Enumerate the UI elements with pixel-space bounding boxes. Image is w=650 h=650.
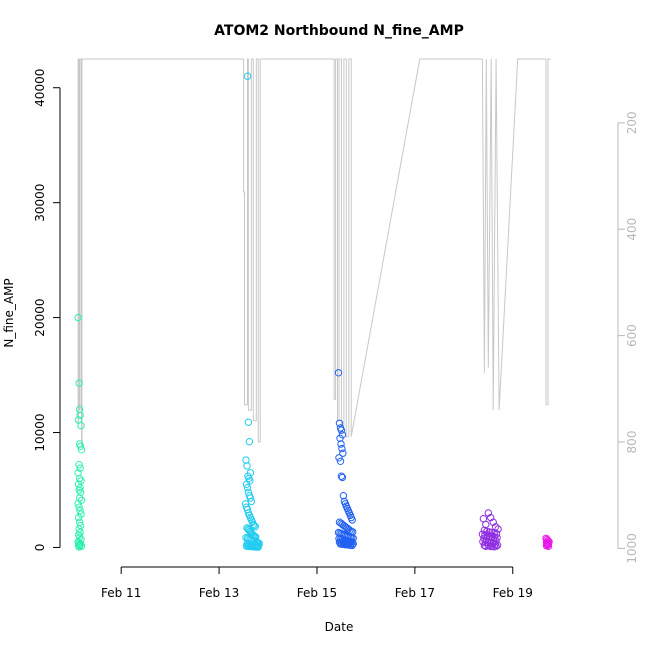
depth-line-layer: [77, 58, 551, 448]
scatter-point: [243, 72, 252, 80]
y-right-tick-label: 1000: [625, 533, 639, 564]
axes-layer: Feb 11 Feb 13 Feb 15 Feb 17 Feb 19 0 10000 2000…: [33, 69, 639, 600]
scatter-point: [76, 411, 84, 419]
y-tick-label: 30000: [33, 184, 47, 222]
scatter-point: [490, 543, 498, 551]
x-tick-label: Feb 17: [395, 586, 435, 600]
scatter-point: [251, 523, 260, 531]
scatter-point: [242, 480, 251, 488]
scatter-point: [243, 484, 252, 492]
scatter-point: [243, 462, 251, 470]
scatter-point: [74, 513, 83, 522]
scatter-point: [489, 518, 497, 526]
scatter-point: [74, 313, 82, 322]
scatter-point: [482, 542, 490, 550]
scatter-point: [76, 488, 85, 496]
scatter-point: [544, 542, 553, 550]
scatter-point: [75, 543, 83, 551]
scatter-point: [75, 518, 84, 526]
scatter-point: [493, 541, 502, 549]
scatter-point: [75, 525, 83, 533]
scatter-point: [337, 426, 346, 434]
y-right-tick-label: 400: [625, 218, 639, 241]
scatter-point: [75, 405, 84, 414]
scatter-point: [348, 541, 356, 550]
y-tick-label: 40000: [33, 69, 47, 107]
scatter-point: [75, 503, 83, 511]
y-tick-label: 20000: [33, 299, 47, 337]
y-right-tick-label: 200: [625, 111, 639, 134]
scatter-point: [75, 461, 83, 469]
scatter-point: [76, 464, 84, 472]
scatter-point: [254, 543, 262, 551]
x-tick-label: Feb 13: [199, 586, 239, 600]
y-axis-label: N_fine_AMP: [2, 278, 16, 347]
scatter-point: [337, 472, 346, 480]
chart-title: ATOM2 Northbound N_fine_AMP: [214, 23, 464, 39]
scatter-point: [76, 521, 85, 530]
scatter-point: [77, 446, 86, 454]
scatter-point: [338, 444, 346, 453]
scatter-point: [334, 369, 343, 377]
scatter-point: [336, 457, 345, 465]
x-tick-label: Feb 15: [297, 586, 337, 600]
scatter-point: [337, 440, 345, 448]
scatter-point: [249, 520, 258, 529]
y-right-tick-label: 600: [625, 324, 639, 347]
scatter-point: [336, 434, 344, 442]
scatter-point: [348, 516, 356, 524]
scatter-point: [484, 509, 492, 517]
scatter-point: [74, 500, 82, 508]
y-tick-label: 10000: [33, 413, 47, 451]
scatter-layer: [74, 72, 553, 551]
scatter-point: [74, 416, 83, 424]
scatter-point: [244, 418, 253, 426]
scatter-point: [339, 449, 347, 457]
scatter-point: [245, 438, 254, 446]
scatter-point: [338, 473, 347, 482]
x-axis-label: Date: [325, 620, 354, 634]
scatter-point: [76, 507, 84, 515]
x-tick-label: Feb 11: [101, 586, 141, 600]
scatter-point: [250, 521, 259, 530]
scatter-point: [335, 454, 343, 462]
scatter-point: [487, 542, 495, 551]
depth-line: [77, 58, 551, 448]
scatter-point: [335, 419, 344, 427]
scatter-point: [75, 379, 83, 387]
x-tick-label: Feb 19: [493, 586, 533, 600]
scatter-point: [76, 442, 85, 450]
scatter-point: [74, 480, 83, 488]
scatter-point: [494, 525, 502, 533]
y-tick-label: 0: [33, 544, 47, 552]
y-right-tick-label: 800: [625, 431, 639, 454]
scatter-point: [246, 494, 255, 502]
